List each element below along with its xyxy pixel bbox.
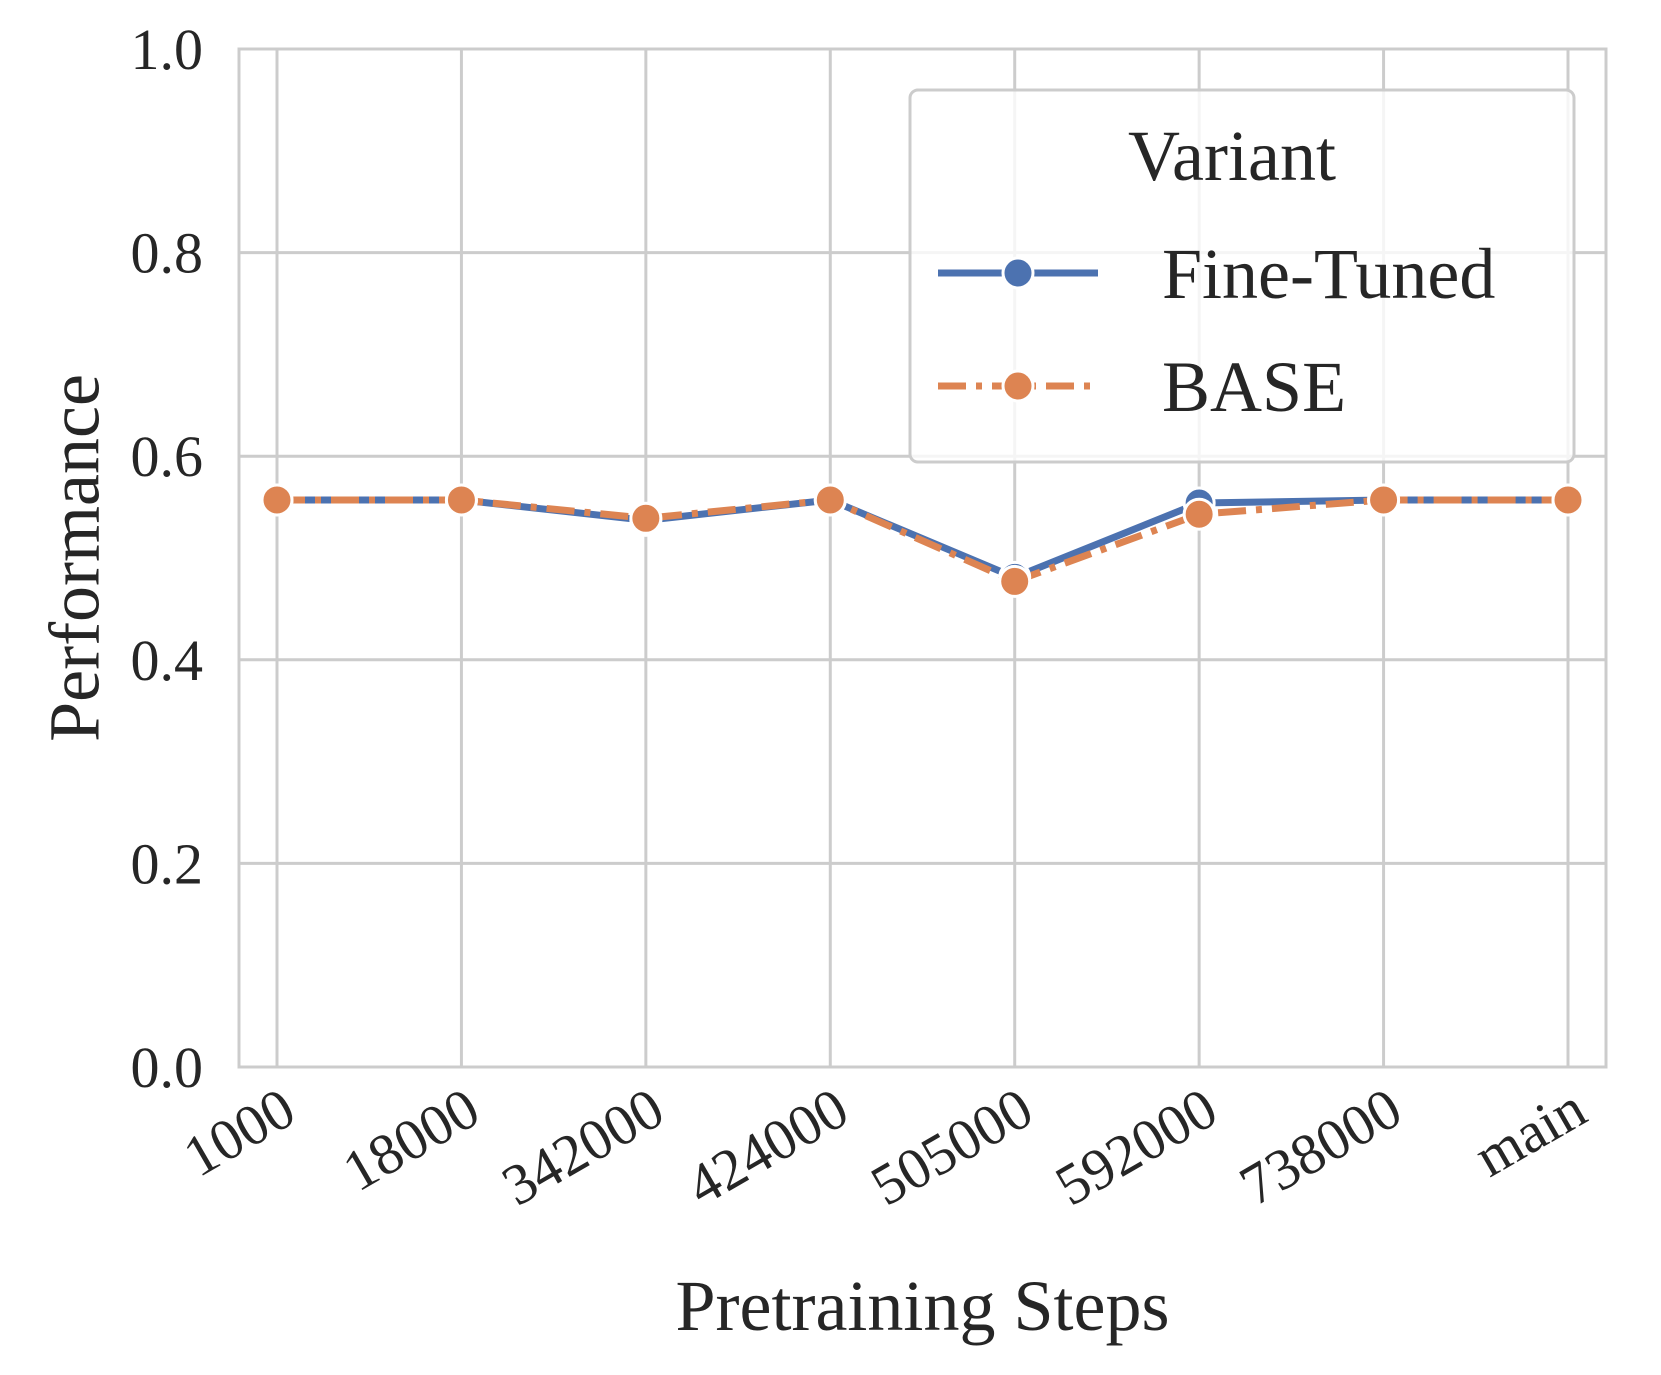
y-tick-label: 0.0 [131,1035,204,1100]
legend-entry: Fine-Tuned [938,234,1495,314]
legend-entries: Fine-Tuned BASE [938,234,1495,427]
data-point [998,564,1032,598]
legend-marker-swatch [1001,256,1035,290]
legend-box [908,88,1576,464]
x-tick-label: 342000 [491,1075,674,1218]
y-axis-label: Performance [35,374,115,742]
legend-entry: BASE [938,347,1346,427]
y-tick-label: 0.2 [131,831,204,896]
legend-title: Variant [1128,116,1336,196]
x-tick-label: 505000 [860,1075,1043,1218]
y-tick-label: 0.8 [131,221,204,286]
plot-frame [237,47,1608,1069]
data-point [813,483,847,517]
legend-entry-label: Fine-Tuned [1162,234,1495,314]
series-line-1 [277,496,1568,585]
x-tick-label: 592000 [1044,1075,1227,1218]
y-tick-label: 0.6 [131,424,204,489]
legend: Variant Fine-Tuned BASE [908,88,1576,464]
x-axis-label: Pretraining Steps [676,1266,1170,1346]
data-point [1551,483,1585,517]
data-point [444,483,478,517]
data-point [1367,483,1401,517]
data-point [260,483,294,517]
data-point [1182,497,1216,531]
y-tick-label: 1.0 [131,17,204,82]
x-tick-label: 424000 [676,1075,859,1218]
series-markers [260,483,1585,598]
y-tick-labels: 0.0 0.2 0.4 0.6 0.8 1.0 [131,17,204,1100]
x-tick-label: main [1464,1075,1597,1189]
x-tick-labels: 1000 18000 342000 424000 505000 592000 738000 m… [173,1075,1597,1218]
series-lines [277,496,1568,585]
y-tick-label: 0.4 [131,628,204,693]
x-tick-label: 18000 [332,1075,490,1204]
legend-entry-label: BASE [1162,347,1346,427]
x-tick-label: 738000 [1229,1075,1412,1218]
legend-marker-swatch [1001,369,1035,403]
data-point [629,501,663,535]
